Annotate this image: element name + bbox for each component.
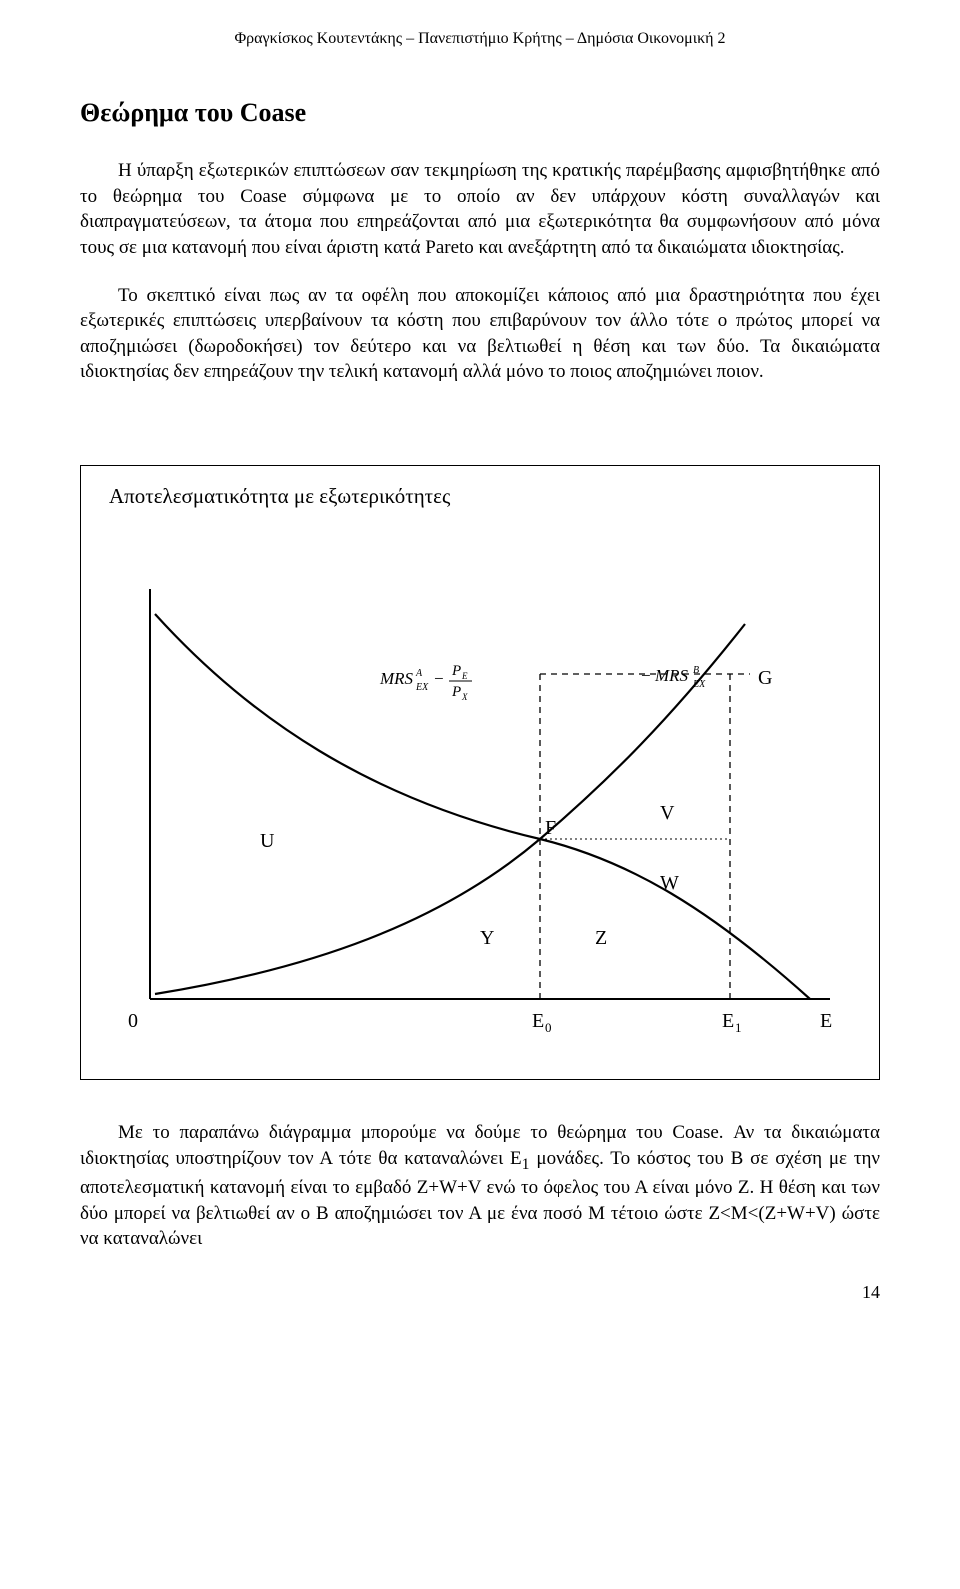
running-header: Φραγκίσκος Κουτεντάκης – Πανεπιστήμιο Κρ… (80, 30, 880, 48)
svg-text:E: E (461, 671, 468, 681)
svg-text:1: 1 (735, 1020, 742, 1035)
label-g: G (758, 667, 772, 689)
label-y: Y (480, 927, 494, 949)
svg-text:MRS: MRS (379, 669, 414, 688)
svg-text:MRS: MRS (654, 666, 689, 685)
p3-sub: 1 (522, 1156, 530, 1173)
label-e0: E 0 (532, 1010, 552, 1035)
label-v: V (660, 802, 675, 824)
svg-text:B: B (693, 665, 699, 676)
label-f: F (545, 817, 556, 839)
svg-text:A: A (415, 668, 423, 679)
section-title: Θεώρημα του Coase (80, 98, 880, 128)
svg-text:P: P (451, 663, 461, 679)
svg-text:−: − (640, 666, 651, 685)
svg-text:E: E (532, 1010, 544, 1032)
label-u: U (260, 830, 275, 852)
svg-text:X: X (461, 692, 468, 702)
figure-title: Αποτελεσματικότητα με εξωτερικότητες (109, 484, 859, 509)
svg-text:P: P (451, 684, 461, 700)
label-mrs-a: MRS A EX − P E P X (379, 663, 472, 702)
svg-text:0: 0 (545, 1020, 552, 1035)
svg-text:EX: EX (415, 682, 429, 693)
paragraph-2: Το σκεπτικό είναι πως αν τα οφέλη που απ… (80, 283, 880, 386)
svg-text:−: − (433, 669, 444, 688)
paragraph-3: Με το παραπάνω διάγραμμα μπορούμε να δού… (80, 1120, 880, 1252)
label-e-axis: E (820, 1010, 832, 1032)
svg-text:EX: EX (692, 679, 706, 690)
label-e1: E 1 (722, 1010, 742, 1035)
label-z: Z (595, 927, 607, 949)
svg-text:E: E (722, 1010, 734, 1032)
label-origin: 0 (128, 1010, 138, 1032)
page-number: 14 (80, 1282, 880, 1303)
figure-box: Αποτελεσματικότητα με εξωτερικότητες (80, 465, 880, 1080)
label-mrs-b: − MRS B EX (640, 665, 706, 690)
label-w: W (660, 872, 679, 894)
coase-diagram: MRS A EX − P E P X − MRS B EX (101, 529, 859, 1049)
paragraph-1: Η ύπαρξη εξωτερικών επιπτώσεων σαν τεκμη… (80, 158, 880, 261)
